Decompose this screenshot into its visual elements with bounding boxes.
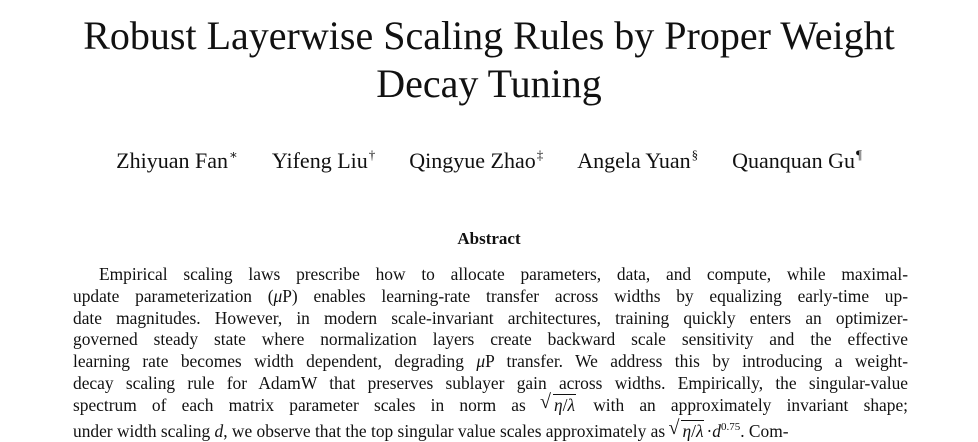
abstract-line-8: under width scaling d, we observe that t…: [73, 417, 908, 442]
abstract-heading: Abstract: [457, 229, 521, 248]
exponent: 0.75: [720, 420, 741, 433]
abstract-line-4: governed steady state where normalizatio…: [73, 329, 908, 350]
author-3-mark: ‡: [536, 147, 544, 162]
author-1-mark: ∗: [228, 147, 238, 162]
abstract-line-2: update parameterization (μP) enables lea…: [73, 285, 908, 306]
sqrt-eta-over-lambda-2: η/λ: [668, 418, 705, 442]
width-symbol: d: [214, 420, 224, 441]
mu-symbol: μ: [273, 285, 283, 306]
title-line-2: Decay Tuning: [376, 61, 602, 106]
abstract-line-3: date magnitudes. However, in modern scal…: [73, 307, 908, 328]
author-2: Yifeng Liu†: [271, 147, 376, 173]
abstract-line-1: Empirical scaling laws prescribe how to …: [99, 264, 908, 284]
paper-title: Robust Layerwise Scaling Rules by Proper…: [40, 12, 938, 108]
author-2-mark: †: [368, 147, 376, 162]
abstract-line-6: decay scaling rule for AdamW that preser…: [73, 372, 908, 393]
author-5-mark: ¶: [855, 147, 862, 162]
author-1: Zhiyuan Fan∗: [116, 147, 238, 173]
abstract-line-7: spectrum of each matrix parameter scales…: [73, 392, 908, 417]
abstract-line-5: learning rate becomes width dependent, d…: [73, 351, 908, 372]
author-4: Angela Yuan§: [577, 147, 699, 173]
author-4-mark: §: [691, 147, 699, 162]
author-5: Quanquan Gu¶: [732, 147, 862, 173]
sqrt-eta-over-lambda: η/λ: [540, 392, 577, 417]
mu-symbol: μ: [476, 351, 486, 372]
author-3: Qingyue Zhao‡: [409, 147, 544, 173]
author-list: Zhiyuan Fan∗ Yifeng Liu† Qingyue Zhao‡ A…: [40, 147, 938, 174]
abstract-body: Empirical scaling laws prescribe how to …: [73, 264, 908, 442]
title-line-1: Robust Layerwise Scaling Rules by Proper…: [83, 13, 895, 58]
